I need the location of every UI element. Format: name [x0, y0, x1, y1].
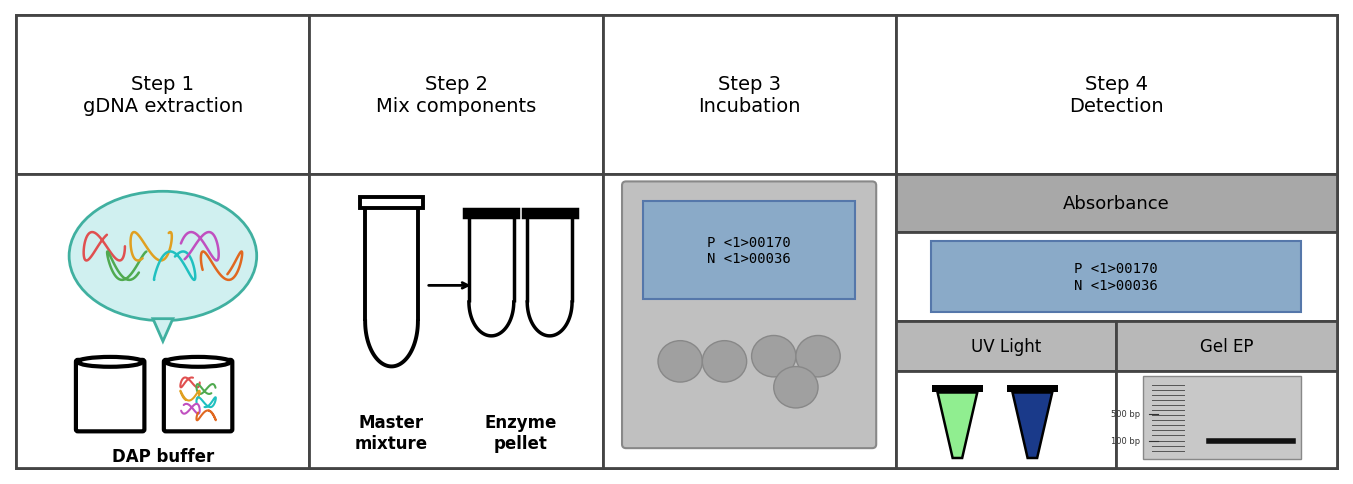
Ellipse shape — [774, 367, 819, 408]
Bar — [1116, 321, 1337, 371]
Bar — [1007, 385, 1058, 393]
Ellipse shape — [702, 341, 747, 382]
Text: 100 bp: 100 bp — [1112, 437, 1141, 445]
Bar — [464, 210, 518, 218]
Text: Step 2
Mix components: Step 2 Mix components — [376, 75, 536, 116]
Text: Step 3
Incubation: Step 3 Incubation — [698, 75, 801, 116]
Ellipse shape — [751, 336, 796, 377]
Ellipse shape — [796, 336, 840, 377]
Bar — [310, 16, 602, 174]
Text: UV Light: UV Light — [971, 337, 1040, 355]
Bar — [643, 201, 855, 300]
Bar — [1116, 371, 1337, 468]
Bar — [896, 321, 1116, 371]
Polygon shape — [1012, 393, 1053, 458]
Text: Enzyme
pellet: Enzyme pellet — [484, 413, 556, 452]
Bar — [932, 385, 984, 393]
Bar — [931, 242, 1302, 312]
FancyBboxPatch shape — [164, 360, 233, 431]
Text: DAP buffer: DAP buffer — [112, 447, 214, 465]
Bar — [16, 16, 310, 174]
Text: 500 bp: 500 bp — [1112, 409, 1141, 418]
Bar — [464, 210, 518, 218]
Bar — [896, 174, 1337, 468]
Polygon shape — [153, 319, 173, 342]
Bar — [896, 16, 1337, 174]
Bar — [360, 198, 423, 209]
FancyBboxPatch shape — [76, 360, 145, 431]
Bar — [896, 371, 1116, 468]
Ellipse shape — [166, 357, 230, 367]
Text: Gel EP: Gel EP — [1200, 337, 1253, 355]
Bar — [602, 16, 896, 174]
FancyBboxPatch shape — [622, 182, 877, 448]
Text: Master
mixture: Master mixture — [354, 413, 428, 452]
Bar — [602, 174, 896, 468]
Bar — [310, 174, 602, 468]
Text: Step 1
gDNA extraction: Step 1 gDNA extraction — [83, 75, 244, 116]
Bar — [896, 174, 1337, 233]
Text: P <1>00170
N <1>00036: P <1>00170 N <1>00036 — [1074, 262, 1158, 292]
Text: Absorbance: Absorbance — [1062, 195, 1169, 212]
Bar — [522, 210, 576, 218]
Ellipse shape — [78, 357, 142, 367]
Text: P <1>00170
N <1>00036: P <1>00170 N <1>00036 — [708, 236, 792, 266]
Bar — [360, 198, 423, 209]
Bar — [1143, 377, 1302, 459]
Bar — [522, 210, 576, 218]
Bar — [16, 174, 310, 468]
Text: Step 4
Detection: Step 4 Detection — [1069, 75, 1164, 116]
Ellipse shape — [69, 192, 257, 321]
Ellipse shape — [658, 341, 702, 382]
Polygon shape — [938, 393, 977, 458]
Bar — [896, 233, 1337, 321]
